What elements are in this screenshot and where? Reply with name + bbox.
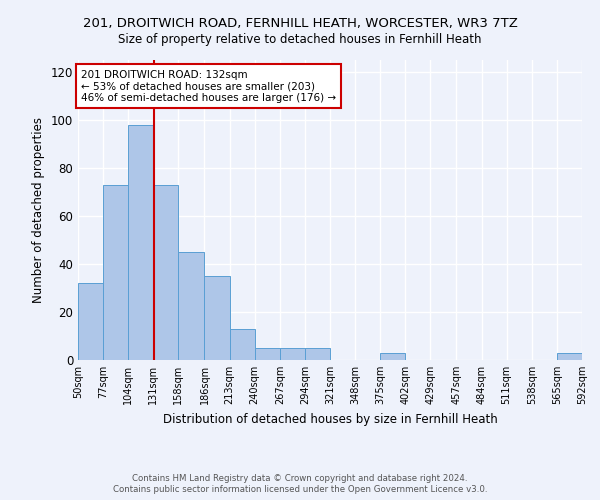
Bar (78, 283, 103, 360)
Bar (230, 329, 254, 360)
Bar (557, 353, 582, 360)
Bar (154, 185, 178, 360)
X-axis label: Distribution of detached houses by size in Fernhill Heath: Distribution of detached houses by size … (163, 412, 497, 426)
Text: 201 DROITWICH ROAD: 132sqm
← 53% of detached houses are smaller (203)
46% of sem: 201 DROITWICH ROAD: 132sqm ← 53% of deta… (81, 70, 336, 103)
Bar (128, 125, 154, 360)
Bar (280, 348, 305, 360)
Bar (178, 252, 205, 360)
Text: Contains HM Land Registry data © Crown copyright and database right 2024.
Contai: Contains HM Land Registry data © Crown c… (113, 474, 487, 494)
Bar (380, 353, 406, 360)
Text: Size of property relative to detached houses in Fernhill Heath: Size of property relative to detached ho… (118, 32, 482, 46)
Bar (305, 348, 330, 360)
Text: 201, DROITWICH ROAD, FERNHILL HEATH, WORCESTER, WR3 7TZ: 201, DROITWICH ROAD, FERNHILL HEATH, WOR… (83, 18, 517, 30)
Bar (205, 276, 230, 360)
Bar (254, 348, 280, 360)
Bar (103, 185, 128, 360)
Y-axis label: Number of detached properties: Number of detached properties (32, 117, 45, 303)
